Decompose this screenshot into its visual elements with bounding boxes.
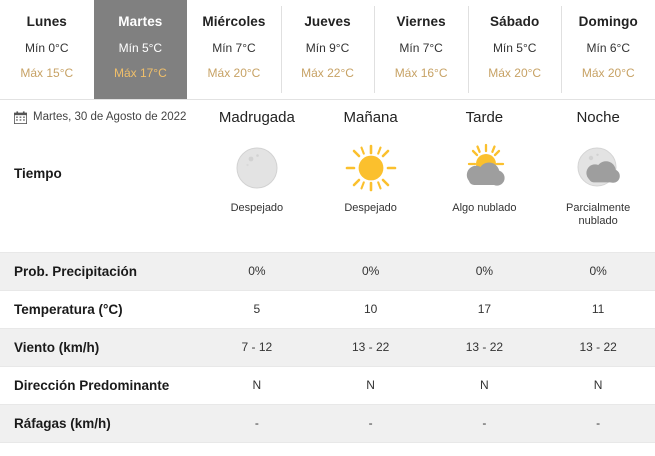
day-tab-min-temp: Mín 6°C xyxy=(586,41,630,55)
day-tab-name: Jueves xyxy=(304,14,351,29)
table-row-temperature: Temperatura (°C) 5 10 17 11 xyxy=(0,290,655,329)
day-tab-name: Martes xyxy=(118,14,163,29)
moon-icon xyxy=(229,142,285,198)
day-tab-name: Lunes xyxy=(26,14,67,29)
data-cell: 5 xyxy=(200,290,314,329)
row-label: Ráfagas (km/h) xyxy=(0,404,200,443)
weather-condition-text: Algo nublado xyxy=(452,202,517,214)
calendar-icon xyxy=(14,110,27,124)
day-tab-miercoles[interactable]: Miércoles Mín 7°C Máx 20°C xyxy=(187,0,281,99)
data-cell: 13 - 22 xyxy=(313,328,428,367)
day-tab-max-temp: Máx 15°C xyxy=(20,66,74,80)
day-tab-min-temp: Mín 0°C xyxy=(25,41,69,55)
day-tab-max-temp: Máx 20°C xyxy=(581,66,635,80)
data-cell: N xyxy=(313,366,428,405)
period-header-tarde: Tarde xyxy=(427,100,542,134)
day-tab-max-temp: Máx 22°C xyxy=(301,66,354,80)
day-tab-name: Viernes xyxy=(396,14,446,29)
day-tab-name: Sábado xyxy=(489,14,540,29)
period-header-madrugada: Madrugada xyxy=(200,100,314,134)
weather-cell-noche: Parcialmente nublado xyxy=(541,134,655,253)
table-row-precipitation: Prob. Precipitación 0% 0% 0% 0% xyxy=(0,252,655,291)
data-cell: 0% xyxy=(427,252,542,291)
data-cell: 13 - 22 xyxy=(541,328,655,367)
weather-cell-manana: Despejado xyxy=(313,134,428,253)
data-cell: - xyxy=(313,404,428,443)
weather-condition-text: Despejado xyxy=(344,202,397,214)
data-cell: 17 xyxy=(427,290,542,329)
sun-icon xyxy=(343,142,399,198)
day-tab-lunes[interactable]: Lunes Mín 0°C Máx 15°C xyxy=(0,0,94,99)
weather-cell-madrugada: Despejado xyxy=(200,134,314,253)
day-tab-max-temp: Máx 20°C xyxy=(488,66,542,80)
forecast-detail-table: Martes, 30 de Agosto de 2022 Madrugada M… xyxy=(0,100,655,443)
weather-cell-tarde: Algo nublado xyxy=(427,134,542,253)
table-row-gusts: Ráfagas (km/h) - - - - xyxy=(0,404,655,443)
table-row-wind-direction: Dirección Predominante N N N N xyxy=(0,366,655,405)
selected-date-cell: Martes, 30 de Agosto de 2022 xyxy=(0,100,200,134)
data-cell: 0% xyxy=(313,252,428,291)
sun-cloud-icon xyxy=(456,142,512,198)
day-tab-max-temp: Máx 20°C xyxy=(207,66,261,80)
day-tab-name: Miércoles xyxy=(202,14,266,29)
day-tab-min-temp: Mín 7°C xyxy=(212,41,256,55)
day-tab-min-temp: Mín 5°C xyxy=(492,41,537,55)
day-tab-min-temp: Mín 5°C xyxy=(118,41,163,55)
table-row-wind: Viento (km/h) 7 - 12 13 - 22 13 - 22 13 … xyxy=(0,328,655,367)
day-tab-jueves[interactable]: Jueves Mín 9°C Máx 22°C xyxy=(280,0,375,99)
day-tab-sabado[interactable]: Sábado Mín 5°C Máx 20°C xyxy=(467,0,562,99)
period-header-manana: Mañana xyxy=(313,100,428,134)
moon-cloud-icon xyxy=(570,142,626,198)
row-label: Temperatura (°C) xyxy=(0,290,200,329)
weather-condition-text: Parcialmente nublado xyxy=(566,202,631,227)
day-tab-min-temp: Mín 9°C xyxy=(305,41,350,55)
day-tabs-bar: Lunes Mín 0°C Máx 15°C Martes Mín 5°C Má… xyxy=(0,0,655,100)
day-tab-max-temp: Máx 17°C xyxy=(113,66,167,80)
period-header-noche: Noche xyxy=(541,100,655,134)
day-tab-domingo[interactable]: Domingo Mín 6°C Máx 20°C xyxy=(561,0,655,99)
day-tab-viernes[interactable]: Viernes Mín 7°C Máx 16°C xyxy=(374,0,468,99)
row-label-tiempo: Tiempo xyxy=(0,134,200,253)
data-cell: - xyxy=(427,404,542,443)
data-cell: 13 - 22 xyxy=(427,328,542,367)
day-tab-max-temp: Máx 16°C xyxy=(394,66,448,80)
data-cell: N xyxy=(200,366,314,405)
data-cell: 7 - 12 xyxy=(200,328,314,367)
data-cell: - xyxy=(541,404,655,443)
data-cell: - xyxy=(200,404,314,443)
data-cell: 0% xyxy=(200,252,314,291)
data-cell: 11 xyxy=(541,290,655,329)
row-label: Dirección Predominante xyxy=(0,366,200,405)
data-cell: 0% xyxy=(541,252,655,291)
day-tab-name: Domingo xyxy=(578,14,638,29)
day-tab-martes[interactable]: Martes Mín 5°C Máx 17°C xyxy=(93,0,188,99)
data-cell: N xyxy=(427,366,542,405)
day-tab-min-temp: Mín 7°C xyxy=(399,41,443,55)
data-cell: 10 xyxy=(313,290,428,329)
row-label: Viento (km/h) xyxy=(0,328,200,367)
weather-condition-row: Tiempo Despejado xyxy=(0,134,655,253)
row-label: Prob. Precipitación xyxy=(0,252,200,291)
weather-condition-text: Despejado xyxy=(230,202,284,214)
date-and-period-header-row: Martes, 30 de Agosto de 2022 Madrugada M… xyxy=(0,100,655,134)
selected-date-text: Martes, 30 de Agosto de 2022 xyxy=(33,111,187,123)
data-cell: N xyxy=(541,366,655,405)
